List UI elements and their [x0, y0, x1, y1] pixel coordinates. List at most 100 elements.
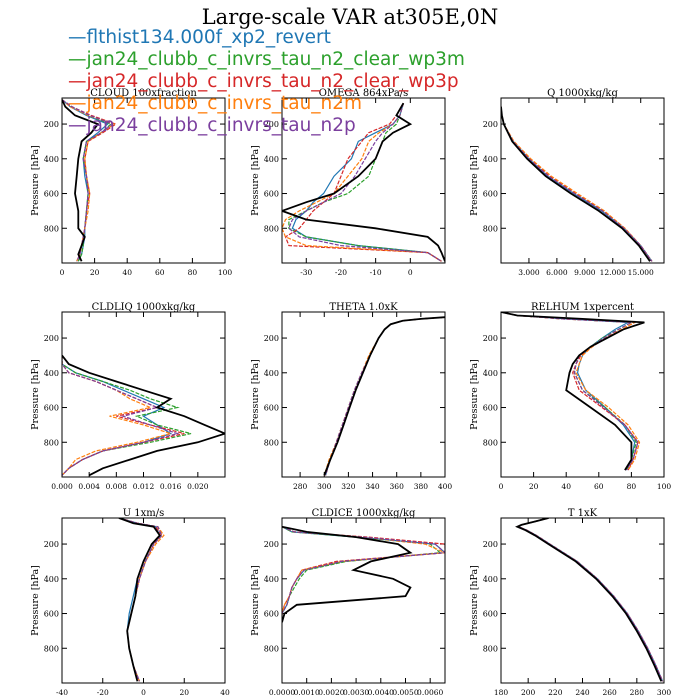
y-tick-label: 400 [483, 369, 498, 378]
control-line [515, 518, 663, 682]
y-tick-label: 400 [483, 155, 498, 164]
y-axis-label: Pressure [hPa] [30, 145, 41, 216]
plot-frame [61, 311, 226, 478]
legend-label: jan24_clubb_c_invrs_tau_n2m [86, 93, 363, 114]
figure-title: Large-scale VAR at305E,0N [201, 5, 499, 29]
x-tick-label: 340 [365, 482, 380, 491]
x-tick-label: 9.000 [574, 268, 596, 277]
subplot: THETA 1.0xK Pressure [hPa] 200 400 600 800 280… [250, 302, 452, 491]
subplot: CLDLIQ 1000xkg/kg Pressure [hPa] 200 400 600… [30, 302, 226, 491]
series-line [324, 316, 445, 476]
plot-lines [323, 316, 445, 476]
y-axis-label: Pressure [hPa] [250, 145, 261, 216]
plot-lines [282, 102, 445, 262]
y-tick-label: 800 [44, 644, 59, 653]
y-tick-label: 400 [483, 575, 498, 584]
x-tick-label: 40 [122, 268, 132, 277]
control-line [501, 312, 645, 471]
legend-entry: — jan24_clubb_c_invrs_tau_n2p [68, 115, 356, 137]
plot-frame [500, 97, 665, 264]
subplot: OMEGA 864xPa/s Pressure [hPa] 200 400 600 800… [250, 88, 446, 277]
x-tick-label: 300 [317, 482, 332, 491]
x-tick-label: 380 [414, 482, 429, 491]
plot-frame [281, 311, 446, 478]
y-tick-label: 200 [44, 540, 59, 549]
series-line [501, 312, 641, 471]
series-line [288, 103, 442, 262]
subplot: CLDICE 1000xkg/kg Pressure [hPa] 200 400 600… [250, 508, 446, 697]
series-line [282, 526, 445, 623]
y-tick-label: 600 [264, 610, 279, 619]
series-line [517, 518, 664, 682]
legend-entry: — jan24_clubb_c_invrs_tau_n2m [68, 93, 362, 115]
series-line [501, 312, 639, 471]
subplot-title: THETA 1.0xK [329, 302, 398, 313]
plot-frame [61, 97, 226, 264]
plot-lines [501, 106, 653, 262]
x-tick-label: -10 [370, 268, 382, 277]
y-tick-label: 400 [44, 369, 59, 378]
series-line [501, 312, 639, 471]
x-tick-label: 320 [341, 482, 356, 491]
series-line [501, 106, 653, 262]
x-tick-label: 0 [499, 482, 504, 491]
x-tick-label: 0.012 [133, 482, 155, 491]
y-tick-label: 400 [44, 155, 59, 164]
series-line [282, 526, 445, 623]
control-line [62, 99, 100, 262]
x-tick-label: 60 [155, 268, 165, 277]
series-line [501, 106, 653, 262]
control-line [118, 518, 161, 682]
x-tick-label: 0.020 [187, 482, 209, 491]
series-line [288, 103, 442, 262]
x-tick-label: 0.0030 [343, 688, 369, 697]
y-tick-label: 200 [483, 540, 498, 549]
x-tick-label: 0 [141, 688, 146, 697]
x-tick-label: 180 [494, 688, 509, 697]
plot-lines [62, 99, 118, 262]
legend-swatch: — [68, 115, 87, 136]
legend-swatch: — [68, 49, 87, 70]
y-tick-label: 600 [44, 404, 59, 413]
series-line [284, 102, 442, 262]
y-axis-label: Pressure [hPa] [469, 145, 480, 216]
subplot-title: Q 1000xkg/kg [547, 88, 618, 99]
series-line [517, 518, 664, 682]
series-line [517, 518, 664, 682]
y-tick-label: 800 [264, 644, 279, 653]
x-tick-label: 200 [521, 688, 536, 697]
series-line [62, 355, 185, 476]
series-line [118, 518, 165, 682]
legend-label: jan24_clubb_c_invrs_tau_n2p [86, 115, 356, 136]
x-tick-label: 280 [293, 482, 308, 491]
legend-entry: — flthist134.000f_xp2_revert [68, 27, 331, 49]
subplot: T 1xK Pressure [hPa] 200 400 600 800 180 200 220… [469, 508, 671, 697]
x-tick-label: 0.0020 [318, 688, 344, 697]
plot-lines [515, 518, 664, 682]
y-tick-label: 200 [264, 540, 279, 549]
series-line [324, 316, 445, 476]
x-tick-label: 15.000 [628, 268, 654, 277]
y-tick-label: 400 [264, 575, 279, 584]
x-tick-label: 280 [630, 688, 645, 697]
x-tick-label: 12.000 [600, 268, 626, 277]
x-tick-label: 240 [575, 688, 590, 697]
x-tick-label: 0.008 [106, 482, 128, 491]
y-tick-label: 200 [264, 334, 279, 343]
legend-label: flthist134.000f_xp2_revert [86, 27, 331, 48]
y-axis-label: Pressure [hPa] [469, 565, 480, 636]
x-tick-label: 0.0040 [368, 688, 394, 697]
subplot: U 1xm/s Pressure [hPa] 200 400 600 800 -40 -20 0… [30, 508, 230, 697]
x-tick-label: 0.004 [78, 482, 100, 491]
x-tick-label: 0.000 [51, 482, 73, 491]
subplot-title: CLDICE 1000xkg/kg [312, 508, 416, 519]
x-tick-label: 360 [390, 482, 405, 491]
subplot-title: T 1xK [568, 508, 598, 519]
x-tick-label: 300 [657, 688, 672, 697]
x-tick-label: 0.0060 [417, 688, 443, 697]
plot-frame [281, 97, 446, 264]
x-tick-label: 260 [603, 688, 618, 697]
y-tick-label: 800 [483, 644, 498, 653]
plot-lines [501, 312, 645, 471]
